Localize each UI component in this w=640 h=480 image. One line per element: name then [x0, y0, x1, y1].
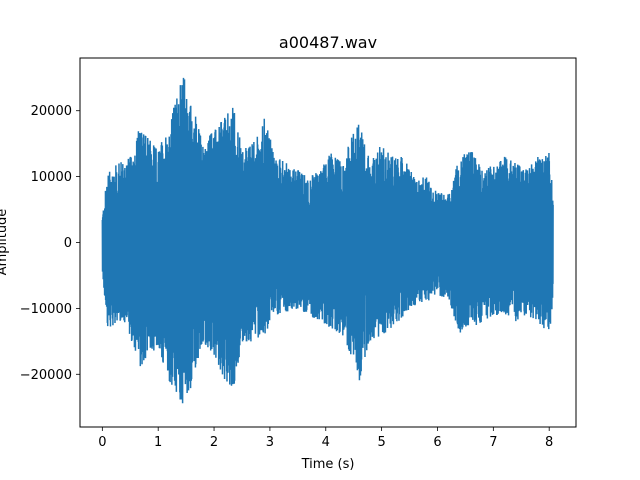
y-axis: −20000 −10000 0 10000 20000 — [20, 104, 80, 383]
plot-area — [101, 77, 554, 404]
x-tick-label: 1 — [154, 435, 162, 450]
x-axis: 0 1 2 3 4 5 6 7 8 — [98, 427, 553, 450]
y-axis-label: Amplitude — [0, 209, 10, 276]
x-tick-label: 8 — [545, 435, 553, 450]
y-tick-label: 10000 — [31, 170, 72, 185]
x-axis-label: Time (s) — [301, 457, 355, 472]
x-tick-label: 4 — [322, 435, 330, 450]
y-tick-label: −20000 — [20, 368, 72, 383]
y-tick-label: −10000 — [20, 302, 72, 317]
x-tick-label: 6 — [433, 435, 441, 450]
x-tick-label: 3 — [266, 435, 274, 450]
x-tick-label: 5 — [377, 435, 385, 450]
x-tick-label: 0 — [98, 435, 106, 450]
x-tick-label: 7 — [489, 435, 497, 450]
waveform-line — [101, 77, 554, 404]
y-tick-label: 20000 — [31, 104, 72, 119]
y-tick-label: 0 — [64, 236, 72, 251]
x-tick-label: 2 — [210, 435, 218, 450]
chart-title: a00487.wav — [279, 33, 377, 52]
